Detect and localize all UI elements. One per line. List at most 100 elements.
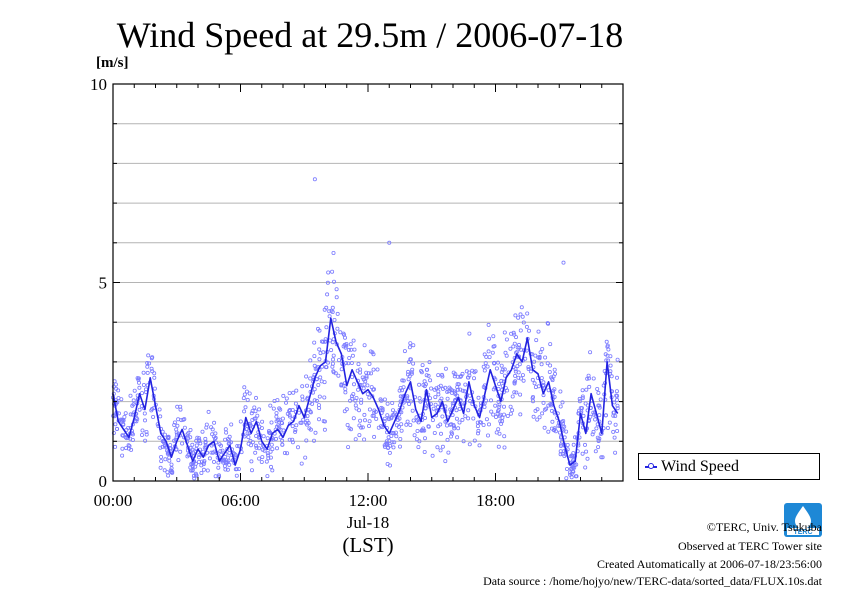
- data-point: [370, 394, 375, 399]
- data-point: [193, 464, 198, 469]
- data-point: [568, 472, 573, 477]
- data-point: [463, 414, 468, 419]
- data-point: [421, 382, 426, 387]
- data-point: [365, 392, 370, 397]
- data-point: [495, 409, 500, 414]
- data-point: [581, 413, 586, 418]
- data-point: [592, 412, 597, 417]
- data-point: [315, 326, 320, 331]
- data-point: [593, 449, 598, 454]
- data-point: [438, 398, 443, 403]
- data-point: [552, 426, 557, 431]
- data-point: [158, 445, 163, 450]
- data-point: [558, 389, 563, 394]
- data-point: [514, 335, 519, 340]
- data-point: [482, 404, 487, 409]
- data-point: [440, 444, 445, 449]
- data-point: [505, 413, 510, 418]
- data-point: [159, 454, 164, 459]
- data-point: [280, 442, 285, 447]
- data-point: [500, 367, 505, 372]
- data-point: [201, 467, 206, 472]
- data-point: [265, 436, 270, 441]
- data-point: [384, 439, 389, 444]
- data-point: [246, 435, 251, 440]
- footer-copyright: ©TERC, Univ. Tsukuba: [706, 520, 822, 534]
- data-point: [615, 393, 620, 398]
- data-point: [253, 443, 258, 448]
- data-point: [472, 438, 477, 443]
- data-point: [550, 419, 555, 424]
- data-point: [612, 410, 617, 415]
- data-point: [405, 419, 410, 424]
- data-point: [462, 389, 467, 394]
- data-point: [510, 408, 515, 413]
- data-point: [433, 395, 438, 400]
- data-point: [150, 355, 155, 360]
- data-point: [497, 404, 502, 409]
- data-point: [552, 394, 557, 399]
- data-point: [453, 372, 458, 377]
- data-point: [245, 431, 250, 436]
- data-point: [314, 398, 319, 403]
- data-point: [369, 385, 374, 390]
- data-point: [445, 396, 450, 401]
- data-point: [568, 454, 573, 459]
- data-point: [374, 416, 379, 421]
- data-point: [330, 340, 335, 345]
- data-point: [336, 373, 341, 378]
- data-point: [176, 458, 181, 463]
- data-point: [157, 407, 162, 412]
- data-point: [123, 411, 128, 416]
- data-point: [486, 322, 491, 327]
- data-point: [539, 376, 544, 381]
- data-point: [367, 361, 372, 366]
- data-point: [455, 435, 460, 440]
- data-point: [402, 349, 407, 354]
- data-point: [317, 405, 322, 410]
- data-point: [499, 369, 504, 374]
- data-point: [591, 376, 596, 381]
- data-point: [419, 428, 424, 433]
- data-point: [341, 331, 346, 336]
- data-point: [140, 428, 145, 433]
- data-point: [366, 423, 371, 428]
- data-point: [172, 438, 177, 443]
- data-point: [331, 370, 336, 375]
- data-point: [207, 456, 212, 461]
- data-point: [342, 409, 347, 414]
- data-point: [378, 397, 383, 402]
- data-point: [510, 394, 515, 399]
- data-point: [491, 412, 496, 417]
- data-point: [352, 347, 357, 352]
- data-point: [348, 427, 353, 432]
- data-point: [287, 408, 292, 413]
- data-point: [389, 415, 394, 420]
- data-point: [333, 371, 338, 376]
- data-point: [475, 420, 480, 425]
- data-point: [543, 355, 548, 360]
- data-point: [594, 426, 599, 431]
- data-point: [327, 314, 332, 319]
- data-point: [571, 442, 576, 447]
- data-point: [486, 422, 491, 427]
- data-point: [496, 427, 501, 432]
- scatter-points: [111, 177, 620, 481]
- data-point: [308, 358, 313, 363]
- data-point: [476, 428, 481, 433]
- data-point: [455, 382, 460, 387]
- data-point: [248, 443, 253, 448]
- terc-logo-icon: TERC: [784, 503, 822, 537]
- data-point: [417, 396, 422, 401]
- data-point: [492, 344, 497, 349]
- data-point: [484, 417, 489, 422]
- data-point: [353, 437, 358, 442]
- data-point: [615, 403, 620, 408]
- data-point: [331, 250, 336, 255]
- data-point: [570, 469, 575, 474]
- data-point: [404, 422, 409, 427]
- data-point: [494, 366, 499, 371]
- data-point: [410, 367, 415, 372]
- x-tick-label: 00:00: [94, 491, 133, 510]
